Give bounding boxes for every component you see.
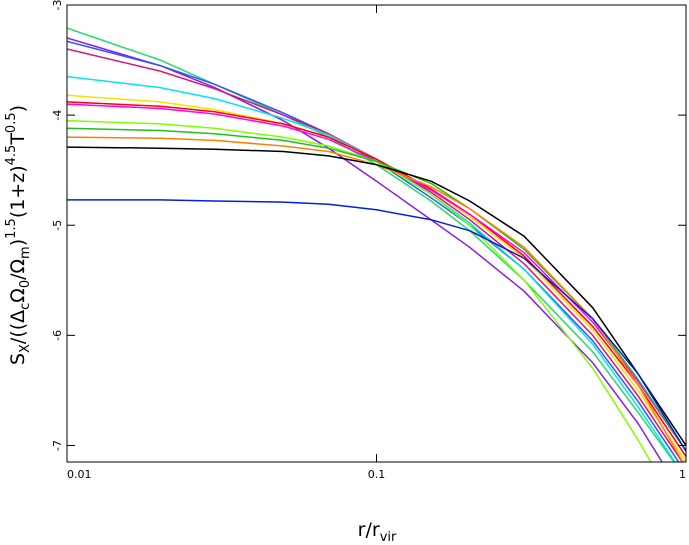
- y-label-sup: 1.5: [4, 218, 19, 239]
- y-label-part: (1+z): [7, 165, 29, 218]
- y-label-part: ): [7, 105, 29, 112]
- x-label-part: r/r: [358, 519, 380, 541]
- x-tick-label: 0.1: [368, 468, 386, 481]
- x-axis-label: r/rvir: [358, 519, 397, 545]
- data-line: [67, 94, 686, 462]
- data-line: [67, 199, 686, 452]
- y-label-part: S: [7, 353, 29, 365]
- y-label-sup: 4.5: [4, 145, 19, 166]
- y-label-part: /Ω: [7, 259, 29, 280]
- plot-lines: [67, 27, 686, 462]
- data-line: [67, 75, 676, 462]
- y-label-part: T: [7, 133, 29, 146]
- data-line: [67, 101, 686, 457]
- y-label-sub: X: [18, 344, 33, 353]
- y-tick-label: -4: [51, 110, 64, 121]
- data-line: [67, 48, 684, 462]
- x-label-sub: vir: [380, 530, 397, 545]
- data-line: [67, 27, 675, 462]
- y-label-sub: 0: [18, 280, 33, 288]
- data-line: [67, 119, 652, 462]
- y-label-sub: m: [18, 246, 33, 259]
- x-tick-label: 1: [679, 468, 686, 481]
- y-label-part: /((Δ: [7, 310, 29, 344]
- data-line: [67, 136, 684, 462]
- data-line: [67, 146, 686, 446]
- x-tick-label: 0.01: [67, 468, 92, 481]
- plot-frame: [66, 4, 687, 463]
- y-tick-label: -3: [51, 0, 64, 10]
- y-axis-label: SX/((ΔcΩ0/Ωm)1.5(1+z)4.5T0.5): [4, 105, 33, 365]
- y-tick-label: -7: [51, 440, 64, 451]
- y-label-part: ): [7, 239, 29, 246]
- y-tick-label: -6: [51, 330, 64, 341]
- y-label-part: Ω: [7, 288, 29, 303]
- data-line: [67, 103, 686, 452]
- y-label-sup: 0.5: [4, 112, 19, 133]
- y-label-sub: c: [18, 303, 33, 310]
- data-line: [67, 127, 686, 452]
- data-line: [67, 37, 663, 462]
- data-line: [67, 40, 680, 462]
- y-tick-label: -5: [51, 220, 64, 231]
